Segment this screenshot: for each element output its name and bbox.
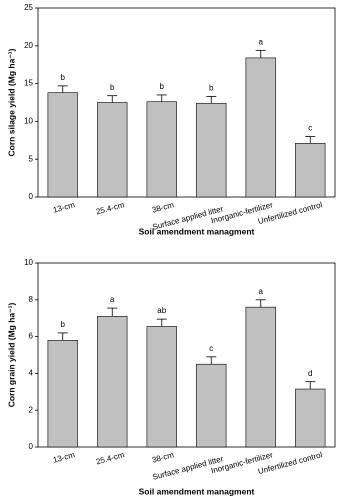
x-tick-label: 25.4-cm	[95, 200, 126, 216]
y-tick-label: 2	[29, 405, 34, 414]
bar-letter: c	[209, 344, 213, 353]
y-tick-label: 10	[24, 258, 33, 267]
y-tick-label: 25	[24, 3, 33, 12]
y-tick-label: 20	[24, 41, 33, 50]
y-tick-label: 10	[24, 117, 33, 126]
bar	[47, 92, 78, 198]
bar-letter: b	[110, 83, 115, 92]
y-axis-title: Corn silage yield (Mg ha⁻¹)	[6, 48, 16, 156]
bar-letter: b	[61, 73, 66, 82]
bar-letter: a	[259, 287, 264, 296]
y-tick-label: 6	[29, 332, 34, 341]
bar	[295, 388, 326, 448]
bar-letter: a	[259, 37, 264, 46]
bar-letter: b	[209, 84, 214, 93]
y-tick-label: 4	[29, 369, 34, 378]
bar	[97, 102, 128, 198]
y-tick-label: 0	[29, 442, 34, 451]
bar-letter: ab	[157, 306, 166, 315]
y-tick-label: 5	[29, 154, 34, 163]
x-tick-label: 13-cm	[52, 200, 76, 215]
bar	[245, 57, 276, 198]
bar	[47, 339, 78, 448]
bar-letter: a	[110, 295, 115, 304]
bar-letter: c	[308, 124, 312, 133]
y-tick-label: 8	[29, 295, 34, 304]
bar	[146, 101, 177, 198]
bar	[196, 102, 227, 198]
bar-letter: b	[160, 82, 165, 91]
y-tick-label: 0	[29, 192, 34, 201]
plot-frame	[37, 7, 336, 198]
x-axis-title: Soil amendment managment	[139, 226, 255, 236]
bar-letter: d	[308, 369, 312, 378]
x-tick-label: 13-cm	[52, 450, 76, 465]
bar	[146, 326, 177, 448]
bar	[295, 143, 326, 198]
bar	[196, 363, 227, 448]
bar	[245, 306, 276, 448]
plot-frame	[37, 262, 336, 448]
y-axis-title: Corn grain yield (Mg ha⁻¹)	[6, 303, 16, 408]
x-tick-label: 38-cm	[151, 200, 175, 215]
x-tick-label: 25.4-cm	[95, 450, 126, 466]
x-axis-title: Soil amendment managment	[139, 486, 255, 496]
y-tick-label: 15	[24, 79, 33, 88]
bar	[97, 316, 128, 448]
x-tick-label: 38-cm	[151, 450, 175, 465]
bar-letter: b	[61, 320, 66, 329]
